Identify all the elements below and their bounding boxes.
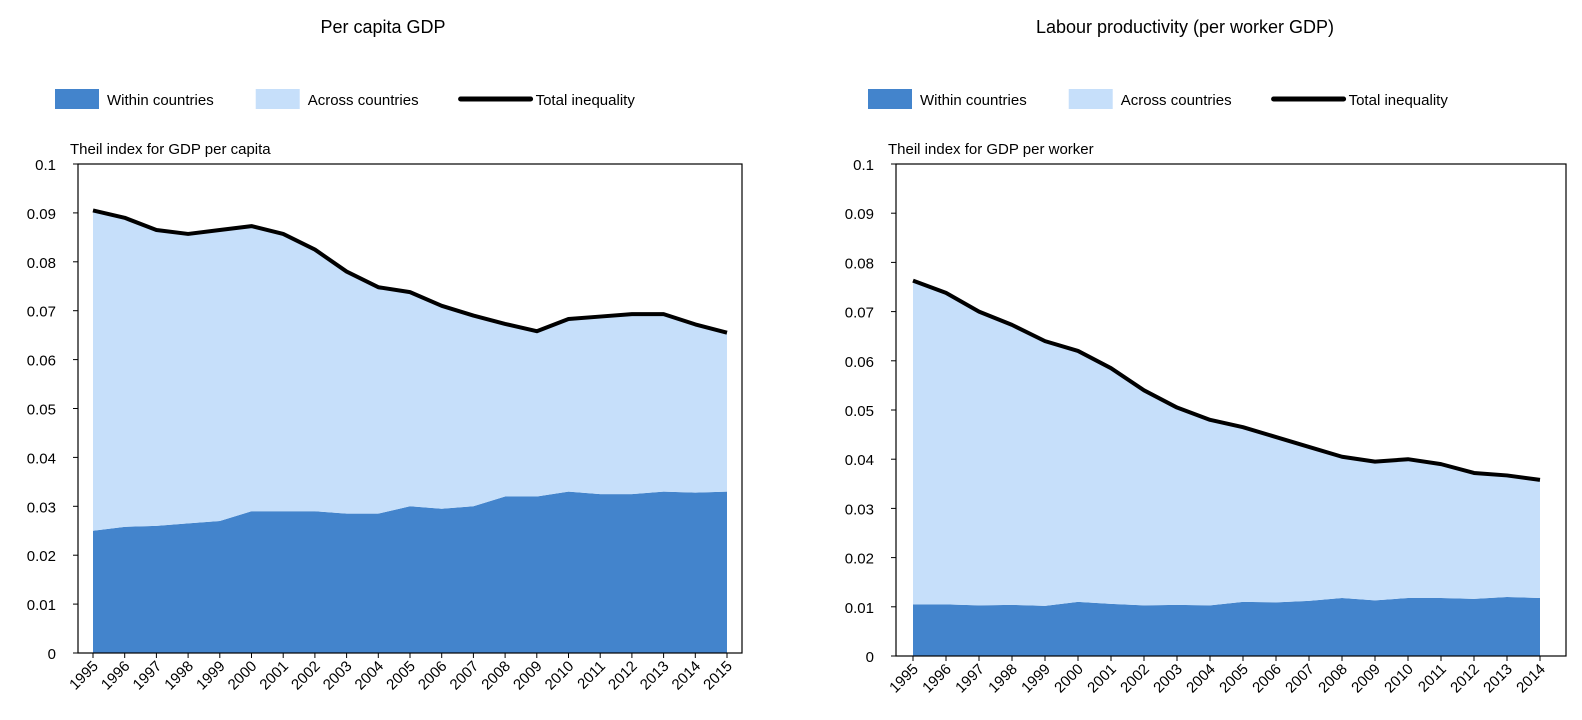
y-tick-label: 0.03 xyxy=(845,501,874,518)
x-tick-label: 1995 xyxy=(886,661,922,697)
x-tick-label: 1999 xyxy=(193,658,229,694)
x-tick-label: 2012 xyxy=(1447,661,1483,697)
y-tick-label: 0.06 xyxy=(845,354,874,371)
y-tick-label: 0 xyxy=(866,649,874,666)
y-tick-label: 0 xyxy=(48,646,56,663)
legend-label: Across countries xyxy=(308,92,419,109)
x-tick-label: 2004 xyxy=(352,658,388,694)
x-tick-label: 1996 xyxy=(98,658,134,694)
x-tick-label: 2006 xyxy=(415,658,451,694)
x-tick-label: 2008 xyxy=(1315,661,1351,697)
line xyxy=(92,208,728,335)
y-axis-label: Theil index for GDP per worker xyxy=(888,141,1094,158)
y-tick-label: 0.02 xyxy=(27,548,56,565)
y-tick-label: 0.09 xyxy=(845,206,874,223)
x-tick-label: 2009 xyxy=(1348,661,1384,697)
legend-swatch xyxy=(255,89,300,109)
y-tick-label: 0.03 xyxy=(27,499,56,516)
x-tick-label: 2011 xyxy=(574,658,609,693)
y-tick-label: 0.04 xyxy=(27,450,56,467)
y-tick-label: 0.08 xyxy=(27,255,56,272)
chart-title: Per capita GDP xyxy=(320,17,445,37)
y-tick-label: 0.05 xyxy=(27,402,56,419)
legend-label: Across countries xyxy=(1121,92,1232,109)
x-tick-label: 2005 xyxy=(1216,661,1252,697)
y-tick-label: 0.01 xyxy=(845,600,874,617)
x-tick-label: 1999 xyxy=(1018,661,1054,697)
x-tick-label: 1998 xyxy=(161,658,197,694)
area xyxy=(93,210,727,531)
x-tick-label: 2013 xyxy=(637,658,673,694)
legend-swatch xyxy=(55,89,99,109)
x-tick-label: 2015 xyxy=(700,658,736,694)
y-tick-label: 0.09 xyxy=(27,206,56,223)
y-tick-label: 0.07 xyxy=(845,305,874,322)
x-tick-label: 2000 xyxy=(225,658,261,694)
x-tick-label: 1995 xyxy=(66,658,102,694)
x-tick-label: 1996 xyxy=(919,661,955,697)
area xyxy=(93,491,727,653)
y-tick-label: 0.01 xyxy=(27,597,56,614)
line xyxy=(912,278,1541,482)
x-tick-label: 2003 xyxy=(1150,661,1186,697)
x-tick-label: 2010 xyxy=(542,658,578,694)
legend-swatch xyxy=(1068,89,1113,109)
x-tick-label: 2007 xyxy=(447,658,483,694)
area xyxy=(913,280,1540,606)
x-tick-label: 2005 xyxy=(383,658,419,694)
legend-label: Within countries xyxy=(107,92,214,109)
x-tick-label: 2011 xyxy=(1415,661,1450,696)
x-tick-label: 2014 xyxy=(669,658,705,694)
y-tick-label: 0.08 xyxy=(845,255,874,272)
legend-swatch xyxy=(868,89,912,109)
x-tick-label: 1998 xyxy=(985,661,1021,697)
x-tick-label: 1997 xyxy=(130,658,166,694)
x-tick-label: 2014 xyxy=(1513,661,1549,697)
x-tick-label: 1997 xyxy=(952,661,988,697)
x-tick-label: 2003 xyxy=(320,658,356,694)
y-tick-label: 0.1 xyxy=(35,157,56,174)
x-tick-label: 2002 xyxy=(1117,661,1153,697)
x-tick-label: 2012 xyxy=(605,658,641,694)
x-tick-label: 2008 xyxy=(478,658,514,694)
x-tick-label: 2013 xyxy=(1480,661,1516,697)
chart-title: Labour productivity (per worker GDP) xyxy=(1036,17,1334,37)
x-tick-label: 2007 xyxy=(1282,661,1318,697)
y-tick-label: 0.04 xyxy=(845,452,874,469)
y-tick-label: 0.05 xyxy=(845,403,874,420)
y-tick-label: 0.07 xyxy=(27,304,56,321)
y-tick-label: 0.1 xyxy=(853,157,874,174)
x-tick-label: 2001 xyxy=(256,658,292,694)
x-tick-label: 2001 xyxy=(1084,661,1120,697)
x-tick-label: 2004 xyxy=(1183,661,1219,697)
y-tick-label: 0.02 xyxy=(845,551,874,568)
x-tick-label: 2010 xyxy=(1381,661,1417,697)
legend-label: Total inequality xyxy=(536,92,636,109)
y-axis-label: Theil index for GDP per capita xyxy=(70,141,271,158)
y-tick-label: 0.06 xyxy=(27,353,56,370)
legend-label: Total inequality xyxy=(1349,92,1449,109)
area xyxy=(913,596,1540,656)
x-tick-label: 2009 xyxy=(510,658,546,694)
x-tick-label: 2000 xyxy=(1051,661,1087,697)
x-tick-label: 2002 xyxy=(288,658,324,694)
x-tick-label: 2006 xyxy=(1249,661,1285,697)
legend-label: Within countries xyxy=(920,92,1027,109)
